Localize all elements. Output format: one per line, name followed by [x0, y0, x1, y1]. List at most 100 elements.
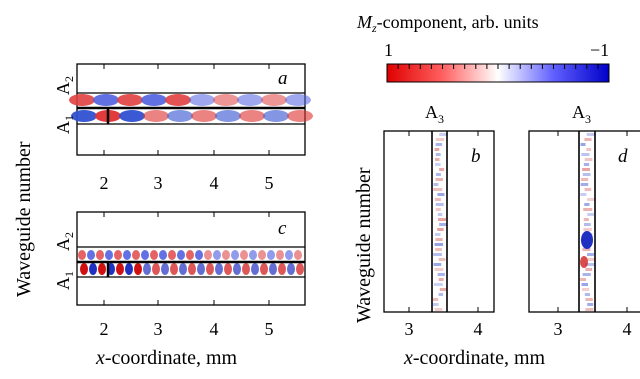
field-blob	[285, 250, 293, 260]
field-blob	[434, 308, 443, 311]
field-blob	[584, 188, 592, 191]
field-blob	[152, 263, 160, 275]
field-blob	[117, 94, 143, 106]
field-blob	[278, 263, 286, 275]
colorbar: Mz-component, arb. units 1 −1	[356, 12, 610, 83]
field-blob	[132, 250, 140, 260]
field-blob	[189, 94, 215, 106]
right-xlabel: x-coordinate, mm	[403, 347, 546, 369]
panel-a-frame	[76, 63, 306, 156]
field-blob	[434, 158, 440, 161]
field-blob	[584, 223, 591, 226]
field-blob	[581, 283, 588, 286]
field-blob	[439, 133, 448, 136]
xtick-label: 3	[554, 319, 563, 339]
xtick-label: 2	[100, 173, 109, 193]
field-blob	[89, 263, 97, 275]
field-blob	[134, 263, 142, 275]
panel-b-field	[433, 133, 448, 311]
field-blob	[439, 288, 447, 291]
field-blob	[434, 268, 444, 271]
xtick-label: 4	[210, 319, 219, 339]
field-blob	[143, 263, 151, 275]
field-blob	[585, 298, 593, 301]
field-blob	[179, 263, 187, 275]
field-blob	[438, 278, 444, 281]
field-blob	[237, 94, 263, 106]
field-blob	[93, 94, 119, 106]
panel-a: a	[69, 63, 313, 156]
field-blob	[435, 238, 443, 241]
field-blob	[240, 250, 248, 260]
field-blob	[433, 263, 442, 266]
field-blob	[159, 250, 167, 260]
field-blob	[580, 143, 586, 146]
field-blob	[261, 94, 287, 106]
panel-c-letter: c	[278, 218, 287, 239]
field-blob	[435, 203, 444, 206]
xtick-label: 4	[474, 319, 483, 339]
field-blob	[285, 94, 311, 106]
field-blob	[581, 178, 589, 181]
xtick-label: 3	[154, 319, 163, 339]
field-blob	[583, 163, 590, 166]
field-blob	[585, 263, 595, 266]
field-blob	[433, 283, 443, 286]
panel-d-field	[580, 133, 596, 311]
field-blob	[582, 173, 591, 176]
field-blob	[585, 308, 594, 311]
right-xtick-labels: 3 4 3 4	[405, 319, 632, 339]
field-blob	[114, 250, 122, 260]
field-blob	[433, 253, 442, 256]
field-blob	[116, 263, 124, 275]
field-blob	[224, 263, 232, 275]
panel-a-ticks	[103, 64, 270, 155]
field-blob	[438, 218, 447, 221]
xtick-label: 3	[405, 319, 414, 339]
panel-c-row-label-top: A2	[53, 232, 76, 251]
field-blob	[587, 213, 594, 216]
field-blob	[584, 293, 590, 296]
field-blob	[78, 250, 86, 260]
panel-c-row-labels: A2 A1	[53, 232, 76, 290]
field-blob	[296, 263, 304, 275]
field-blob	[105, 250, 113, 260]
field-blob	[435, 173, 441, 176]
field-blob	[119, 110, 145, 122]
field-blob	[434, 148, 440, 151]
field-blob	[150, 250, 158, 260]
field-blob	[287, 263, 295, 275]
field-blob	[80, 263, 88, 275]
field-blob	[269, 263, 277, 275]
panel-a-row-label-bottom: A1	[53, 115, 76, 134]
field-blob	[584, 138, 592, 141]
field-blob	[125, 263, 133, 275]
panel-b-letter: b	[471, 146, 481, 167]
field-blob	[435, 153, 441, 156]
panel-b-header: A3	[425, 102, 444, 126]
field-blob	[177, 250, 185, 260]
panel-a-row-labels: A2 A1	[53, 76, 76, 134]
field-blob	[580, 193, 587, 196]
field-blob	[215, 263, 223, 275]
field-blob	[587, 198, 596, 201]
field-blob	[433, 298, 439, 301]
panel-a-row-label-top: A2	[53, 76, 76, 95]
field-blob	[434, 243, 444, 246]
colorbar-ticks	[397, 64, 599, 69]
field-blob	[165, 94, 191, 106]
field-blob	[213, 94, 239, 106]
xtick-label: 4	[623, 319, 632, 339]
colorbar-min-label: −1	[590, 40, 609, 60]
field-blob	[581, 153, 590, 156]
field-blob	[294, 250, 302, 260]
colorbar-max-label: 1	[384, 40, 393, 60]
field-blob	[251, 263, 259, 275]
field-blob	[287, 110, 313, 122]
field-blob	[433, 303, 439, 306]
panel-a-field	[69, 94, 313, 122]
field-blob	[435, 248, 442, 251]
xtick-label: 5	[265, 173, 274, 193]
field-blob	[161, 263, 169, 275]
field-blob	[71, 110, 97, 122]
